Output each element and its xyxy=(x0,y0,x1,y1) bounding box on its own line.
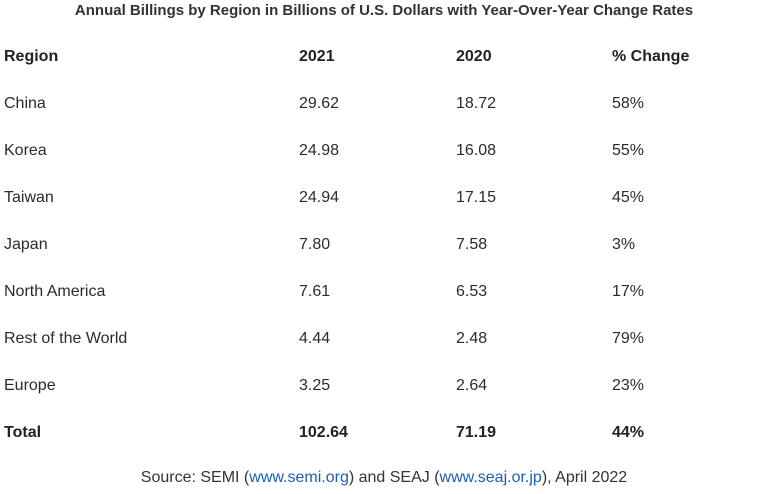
source-suffix: ), April 2022 xyxy=(541,469,628,486)
table-row: Taiwan 24.94 17.15 45% xyxy=(4,174,754,221)
header-row: Region 2021 2020 % Change xyxy=(4,33,754,80)
value-2020-cell: 2.64 xyxy=(456,377,488,394)
change-cell: 3% xyxy=(612,236,636,253)
table-row: Japan 7.80 7.58 3% xyxy=(4,221,754,268)
region-cell: Korea xyxy=(4,142,47,159)
value-2020-cell: 6.53 xyxy=(456,283,488,300)
value-2020-cell: 2.48 xyxy=(456,330,488,347)
region-cell: China xyxy=(4,95,46,112)
value-2021-cell: 29.62 xyxy=(299,95,340,112)
change-cell: 23% xyxy=(612,377,645,394)
table-row: Korea 24.98 16.08 55% xyxy=(4,127,754,174)
region-cell: Rest of the World xyxy=(4,330,128,347)
semi-link[interactable]: www.semi.org xyxy=(249,469,349,486)
table-row: Rest of the World 4.44 2.48 79% xyxy=(4,315,754,362)
change-cell: 55% xyxy=(612,142,645,159)
header-2020: 2020 xyxy=(456,48,492,65)
total-2021: 102.64 xyxy=(299,424,348,441)
region-cell: North America xyxy=(4,283,106,300)
source-prefix: Source: SEMI ( xyxy=(140,469,250,486)
value-2020-cell: 16.08 xyxy=(456,142,497,159)
region-cell: Japan xyxy=(4,236,48,253)
value-2020-cell: 18.72 xyxy=(456,95,497,112)
billings-table: Region 2021 2020 % Change China 29.62 18… xyxy=(4,33,754,456)
total-label: Total xyxy=(4,424,42,441)
seaj-link[interactable]: www.seaj.or.jp xyxy=(439,469,542,486)
header-2021: 2021 xyxy=(299,48,335,65)
value-2020-cell: 7.58 xyxy=(456,236,488,253)
value-2020-cell: 17.15 xyxy=(456,189,497,206)
region-cell: Europe xyxy=(4,377,56,394)
change-cell: 45% xyxy=(612,189,645,206)
value-2021-cell: 24.98 xyxy=(299,142,340,159)
value-2021-cell: 24.94 xyxy=(299,189,340,206)
total-row: Total 102.64 71.19 44% xyxy=(4,409,754,456)
change-cell: 17% xyxy=(612,283,645,300)
header-region: Region xyxy=(4,48,59,65)
table-row: China 29.62 18.72 58% xyxy=(4,80,754,127)
table-title: Annual Billings by Region in Billions of… xyxy=(74,2,694,19)
table-row: North America 7.61 6.53 17% xyxy=(4,268,754,315)
source-note: Source: SEMI (www.semi.org) and SEAJ (ww… xyxy=(0,466,768,490)
header-change: % Change xyxy=(612,48,690,65)
total-2020: 71.19 xyxy=(456,424,497,441)
value-2021-cell: 7.80 xyxy=(299,236,331,253)
total-change: 44% xyxy=(612,424,645,441)
value-2021-cell: 7.61 xyxy=(299,283,331,300)
change-cell: 79% xyxy=(612,330,645,347)
value-2021-cell: 3.25 xyxy=(299,377,331,394)
table-row: Europe 3.25 2.64 23% xyxy=(4,362,754,409)
source-middle: ) and SEAJ ( xyxy=(348,469,440,486)
region-cell: Taiwan xyxy=(4,189,54,206)
change-cell: 58% xyxy=(612,95,645,112)
value-2021-cell: 4.44 xyxy=(299,330,331,347)
